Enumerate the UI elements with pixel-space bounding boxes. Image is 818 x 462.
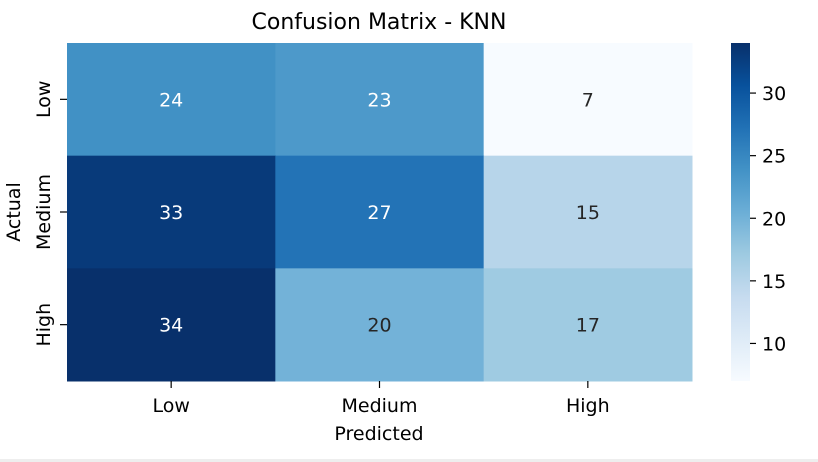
y-axis-ticks: Low Medium High [33, 81, 67, 347]
x-tick-label: High [566, 395, 610, 417]
heatmap-cell-high-low [67, 268, 276, 382]
heatmap-cell-value: 33 [159, 202, 183, 224]
colorbar-tick-label: 30 [762, 83, 786, 105]
x-axis-ticks: Low Medium High [152, 381, 610, 417]
y-tick-label: High [33, 303, 55, 347]
heatmap-cell-high-high [483, 268, 693, 382]
heatmap-cell-labels: 24 23 7 33 27 15 34 20 17 [159, 89, 600, 336]
colorbar-tick-label: 10 [762, 333, 786, 355]
heatmap-cell-value: 17 [576, 315, 600, 337]
x-tick-label: Medium [342, 395, 418, 417]
x-tick-label: Low [152, 395, 189, 417]
heatmap-cell-value: 15 [576, 202, 600, 224]
heatmap-cell-low-medium [275, 43, 485, 157]
colorbar [731, 43, 750, 381]
chart-title: Confusion Matrix - KNN [252, 10, 507, 35]
heatmap-cells [67, 43, 693, 382]
heatmap-cell-low-low [67, 43, 276, 157]
heatmap-cell-value: 24 [159, 89, 183, 111]
bottom-divider [0, 459, 818, 462]
heatmap-cell-medium-medium [275, 155, 485, 269]
colorbar-tick-label: 25 [762, 146, 786, 168]
x-axis-label: Predicted [334, 423, 423, 445]
heatmap-cell-value: 34 [159, 315, 183, 337]
y-axis-label: Actual [3, 182, 25, 242]
y-tick-label: Low [33, 81, 55, 118]
heatmap-cell-value: 20 [367, 315, 391, 337]
heatmap-cell-medium-high [483, 155, 693, 269]
heatmap-cell-value: 27 [367, 202, 391, 224]
colorbar-ticks: 10 15 20 25 30 [750, 83, 786, 355]
heatmap-cell-low-high [483, 43, 693, 157]
colorbar-tick-label: 15 [762, 271, 786, 293]
heatmap-cell-value: 7 [582, 89, 594, 111]
heatmap-cell-value: 23 [367, 89, 391, 111]
heatmap-cell-high-medium [275, 268, 485, 382]
y-tick-label: Medium [33, 174, 55, 250]
heatmap-cell-medium-low [67, 155, 276, 269]
colorbar-tick-label: 20 [762, 208, 786, 230]
